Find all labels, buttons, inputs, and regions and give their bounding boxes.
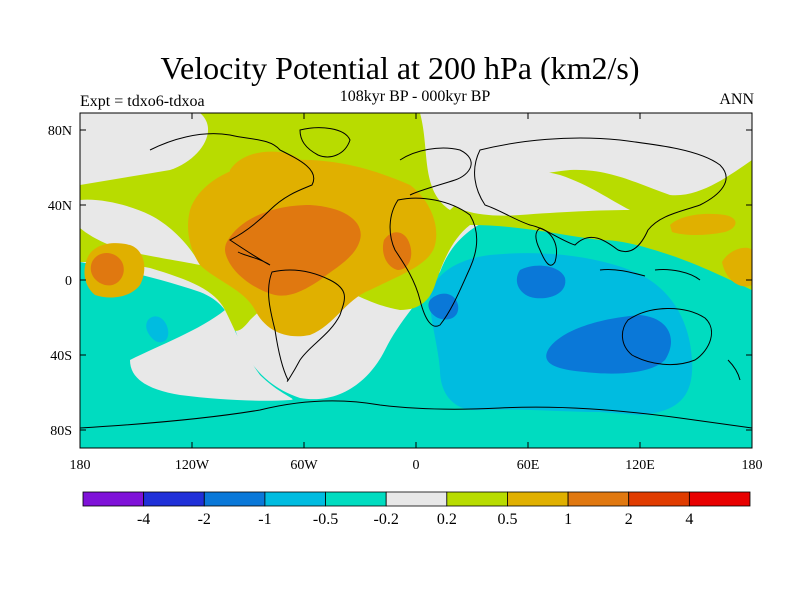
longitude-axis: 180 120W 60W 0 60E 120E 180: [70, 113, 763, 473]
contour-field: [80, 113, 752, 448]
lon-label-180e: 180: [742, 458, 763, 473]
colorbar-label: -2: [198, 511, 211, 528]
region-madagascar-negative: [428, 293, 459, 320]
region-north-africa-positive: [382, 232, 412, 270]
coastline-africa: [389, 197, 478, 327]
lon-label-0: 0: [413, 458, 420, 473]
colorbar-swatch: [82, 491, 145, 507]
experiment-label: Expt = tdxo6-tdxoa: [80, 93, 205, 110]
colorbar-swatch: [688, 491, 751, 507]
lat-label-40s: 40S: [50, 349, 72, 364]
region-south-pacific-negative: [146, 316, 169, 343]
coastline-europe: [399, 147, 472, 196]
colorbar-swatch: [143, 491, 205, 507]
lat-label-80n: 80N: [48, 124, 72, 139]
colorbar-label: 0.2: [437, 511, 457, 528]
colorbar-swatch: [446, 491, 508, 507]
region-southeast-pacific-neutral: [130, 310, 293, 401]
colorbar-label: -0.5: [313, 511, 338, 528]
lat-label-80s: 80S: [50, 424, 72, 439]
coastline-india: [535, 227, 557, 266]
region-canada-positive: [229, 151, 307, 184]
coastline-asia: [474, 137, 727, 253]
map-title: Velocity Potential at 200 hPa (km2/s): [160, 50, 640, 86]
colorbar-swatch: [264, 491, 326, 507]
latitude-axis: 80N 40N 0 40S 80S: [48, 124, 752, 439]
region-maritime-positive: [722, 247, 752, 287]
colorbar-label: 4: [685, 511, 693, 528]
colorbar-swatch: [203, 491, 266, 507]
coastline-indonesia: [599, 269, 701, 281]
colorbar-swatch: [325, 491, 387, 507]
colorbar-label: -1: [258, 511, 271, 528]
colorbar-label: -4: [137, 511, 150, 528]
colorbar-label: 0.5: [497, 511, 517, 528]
lon-label-120w: 120W: [175, 458, 210, 473]
lon-label-120e: 120E: [625, 458, 655, 473]
colorbar-swatch: [567, 491, 630, 507]
coastline-new-zealand: [727, 359, 741, 381]
region-siberia-neutral: [560, 113, 752, 175]
coastline-antarctica: [80, 400, 752, 429]
coastline-north-america: [149, 133, 315, 266]
coastlines: [80, 127, 752, 429]
lon-label-180w: 180: [70, 458, 91, 473]
map-subtitle: 108kyr BP - 000kyr BP: [339, 88, 491, 105]
lat-label-eq: 0: [65, 274, 72, 289]
lon-label-60e: 60E: [517, 458, 540, 473]
region-caribbean-strong-positive: [225, 205, 361, 296]
colorbar-swatch: [385, 491, 448, 507]
colorbar-swatch: [628, 491, 690, 507]
coastline-australia: [622, 308, 713, 365]
region-west-pacific-neutral: [80, 199, 200, 265]
region-atlantic-neutral: [437, 167, 630, 216]
colorbar-swatch: [507, 491, 569, 507]
colorbar-label: -0.2: [374, 511, 399, 528]
season-label: ANN: [719, 91, 754, 108]
colorbar-label: 1: [564, 511, 572, 528]
region-east-asia-positive: [670, 213, 736, 235]
region-indian-ocean-strong-negative: [516, 265, 566, 299]
colorbar-label: 2: [625, 511, 633, 528]
coastline-greenland: [299, 127, 351, 158]
coastline-south-america: [268, 269, 345, 382]
region-arctic-neutral: [80, 113, 209, 185]
lat-label-40n: 40N: [48, 199, 72, 214]
colorbar: -4 -2 -1 -0.5 -0.2 0.2 0.5 1 2 4: [82, 491, 751, 528]
region-central-pacific-strong-positive: [90, 253, 124, 286]
lon-label-60w: 60W: [290, 458, 318, 473]
region-indian-ocean-negative: [430, 253, 693, 415]
